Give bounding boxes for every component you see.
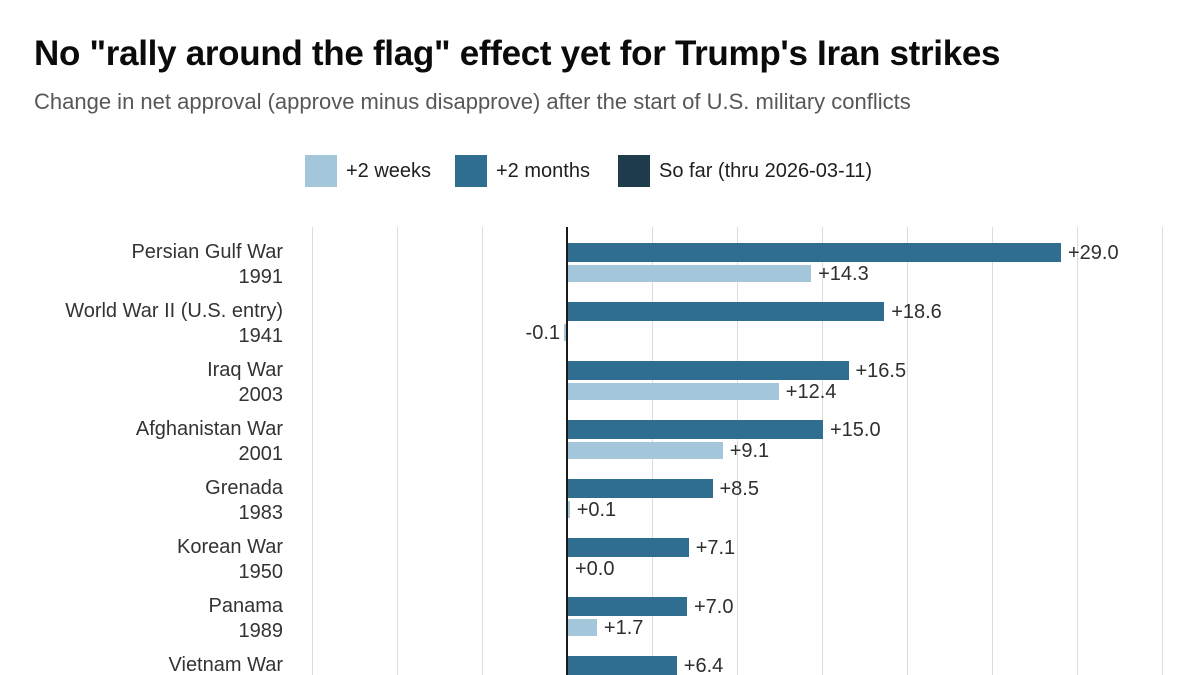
value-label-plus-2-weeks: -0.1 — [525, 321, 560, 344]
gridline — [482, 227, 483, 675]
legend-swatch-plus-2-weeks-icon — [305, 155, 337, 187]
conflict-name: Panama — [208, 595, 284, 617]
legend-label-plus-2-weeks: +2 weeks — [346, 159, 432, 182]
bar-plus-2-months — [568, 243, 1061, 262]
value-label-plus-2-months: +6.4 — [683, 654, 724, 675]
legend-swatch-plus-2-months-icon — [455, 155, 487, 187]
legend-item-so-far: So far (thru 2026-03-11) — [618, 155, 872, 187]
value-label-plus-2-weeks: +1.7 — [603, 616, 644, 639]
gridline — [1077, 227, 1078, 675]
gridline — [397, 227, 398, 675]
legend-item-plus-2-weeks: +2 weeks — [305, 155, 431, 187]
bar-plus-2-weeks — [564, 324, 566, 341]
conflict-name: Afghanistan War — [135, 418, 283, 440]
bar-plus-2-months — [568, 479, 713, 498]
value-label-plus-2-months: +8.5 — [719, 477, 759, 500]
category-label: Grenada 1983 — [30, 476, 283, 526]
gridline — [737, 227, 738, 675]
conflict-name: Iraq War — [207, 359, 283, 381]
bar-plus-2-months — [568, 302, 885, 321]
value-label-plus-2-weeks: +14.3 — [818, 262, 869, 285]
conflict-year: 1941 — [238, 325, 284, 347]
bar-plus-2-weeks — [568, 383, 779, 400]
legend-label-so-far: So far (thru 2026-03-11) — [659, 159, 873, 182]
value-label-plus-2-months: +15.0 — [830, 418, 881, 441]
category-label: Iraq War 2003 — [30, 358, 283, 408]
value-label-plus-2-months: +18.6 — [891, 300, 942, 323]
bar-plus-2-months — [568, 656, 677, 675]
conflict-year: 1983 — [238, 502, 284, 524]
conflict-year: 2003 — [238, 384, 284, 406]
bar-plus-2-months — [568, 538, 689, 557]
conflict-year: 1991 — [238, 266, 284, 288]
gridline — [907, 227, 908, 675]
zero-axis-line — [566, 227, 568, 675]
value-label-plus-2-weeks: +0.0 — [575, 557, 615, 580]
value-label-plus-2-weeks: +9.1 — [729, 439, 770, 462]
conflict-name: World War II (U.S. entry) — [65, 300, 283, 322]
value-label-plus-2-months: +29.0 — [1068, 241, 1119, 264]
value-label-plus-2-months: +7.1 — [695, 536, 736, 559]
value-label-plus-2-weeks: +12.4 — [785, 380, 837, 403]
value-label-plus-2-weeks: +0.1 — [576, 498, 617, 521]
category-label: Persian Gulf War 1991 — [30, 240, 283, 290]
conflict-year: 2001 — [238, 443, 284, 465]
conflict-name: Persian Gulf War — [131, 241, 283, 263]
legend-swatch-so-far-icon — [618, 155, 650, 187]
conflict-name: Grenada — [205, 477, 283, 499]
bar-plus-2-weeks — [568, 619, 597, 636]
value-label-plus-2-months: +16.5 — [855, 359, 907, 382]
bar-plus-2-months — [568, 420, 823, 439]
conflict-year: 1950 — [238, 561, 284, 583]
category-label: World War II (U.S. entry) 1941 — [30, 299, 283, 349]
conflict-name: Korean War — [177, 536, 283, 558]
category-label: Korean War 1950 — [30, 535, 283, 585]
gridline — [822, 227, 823, 675]
conflict-year: 1989 — [238, 620, 284, 642]
chart-subtitle: Change in net approval (approve minus di… — [34, 89, 911, 114]
bar-plus-2-months — [568, 597, 687, 616]
legend-item-plus-2-months: +2 months — [455, 155, 590, 187]
legend-label-plus-2-months: +2 months — [496, 159, 590, 182]
bar-plus-2-weeks — [568, 442, 723, 459]
bar-plus-2-weeks — [568, 501, 570, 518]
gridline — [1162, 227, 1163, 675]
value-label-plus-2-months: +7.0 — [694, 595, 734, 618]
chart-title: No "rally around the flag" effect yet fo… — [34, 34, 1001, 73]
category-label: Panama 1989 — [30, 594, 284, 644]
category-label: Vietnam War — [30, 653, 283, 675]
bar-plus-2-weeks — [568, 265, 812, 282]
conflict-name: Vietnam War — [168, 654, 283, 675]
gridline — [992, 227, 993, 675]
gridline — [312, 227, 313, 675]
category-label: Afghanistan War 2001 — [30, 417, 283, 467]
bar-plus-2-months — [568, 361, 849, 380]
